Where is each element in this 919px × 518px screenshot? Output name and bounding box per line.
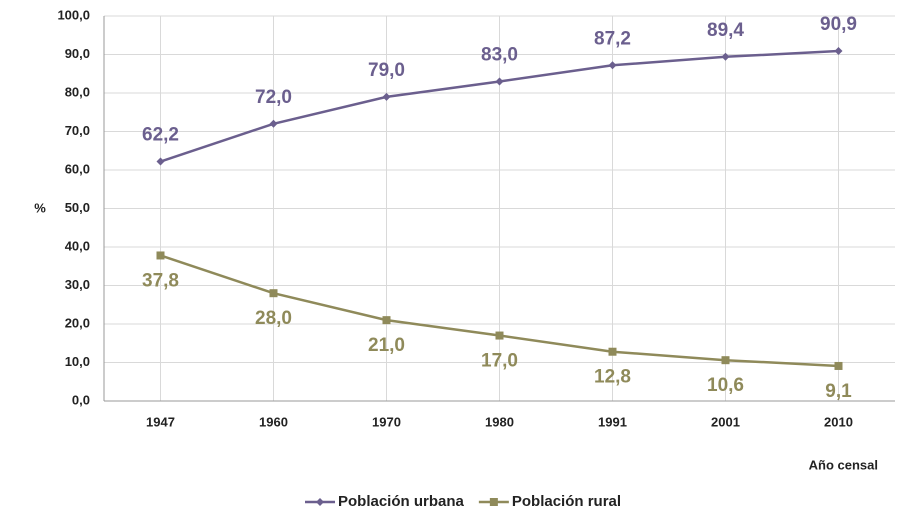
y-tick-label: 90,0 (65, 46, 90, 61)
y-tick-label: 100,0 (57, 7, 90, 22)
marker (382, 316, 391, 325)
y-tick-label: 50,0 (65, 200, 90, 215)
legend-label: Población rural (512, 493, 621, 510)
y-tick-label: 10,0 (65, 354, 90, 369)
data-label: 87,2 (594, 28, 631, 49)
legend-label: Población urbana (338, 493, 465, 510)
data-label: 89,4 (707, 20, 744, 41)
y-tick-label: 60,0 (65, 161, 90, 176)
marker (382, 92, 391, 101)
data-label: 28,0 (255, 308, 292, 329)
marker (495, 77, 504, 86)
y-tick-label: 30,0 (65, 277, 90, 292)
marker (316, 498, 324, 506)
data-label: 79,0 (368, 60, 405, 81)
data-label: 17,0 (481, 351, 518, 372)
marker (156, 157, 165, 166)
data-label: 83,0 (481, 44, 518, 65)
y-tick-label: 80,0 (65, 84, 90, 99)
x-tick-label: 1947 (146, 414, 175, 429)
marker (269, 119, 278, 128)
x-tick-label: 1960 (259, 414, 288, 429)
x-tick-label: 2010 (824, 414, 853, 429)
marker (834, 361, 843, 370)
data-label: 62,2 (142, 125, 179, 146)
marker (721, 52, 730, 61)
marker (489, 498, 498, 506)
marker (608, 61, 617, 70)
data-label: 12,8 (594, 367, 631, 388)
y-axis-label: % (34, 200, 46, 215)
data-label: 72,0 (255, 87, 292, 108)
data-label: 10,6 (707, 375, 744, 396)
data-label: 90,9 (820, 14, 857, 35)
data-label: 37,8 (142, 270, 179, 291)
marker (608, 347, 617, 356)
marker (495, 331, 504, 340)
x-tick-label: 1970 (372, 414, 401, 429)
data-label: 9,1 (825, 381, 852, 402)
marker (156, 251, 165, 260)
marker (269, 289, 278, 298)
marker (834, 47, 843, 56)
x-tick-label: 1991 (598, 414, 627, 429)
y-tick-label: 70,0 (65, 123, 90, 138)
x-axis-label: Año censal (809, 457, 878, 472)
y-tick-label: 0,0 (72, 392, 90, 407)
x-tick-label: 2001 (711, 414, 740, 429)
marker (721, 356, 730, 365)
data-label: 21,0 (368, 335, 405, 356)
y-tick-label: 20,0 (65, 315, 90, 330)
y-tick-label: 40,0 (65, 238, 90, 253)
x-tick-label: 1980 (485, 414, 514, 429)
